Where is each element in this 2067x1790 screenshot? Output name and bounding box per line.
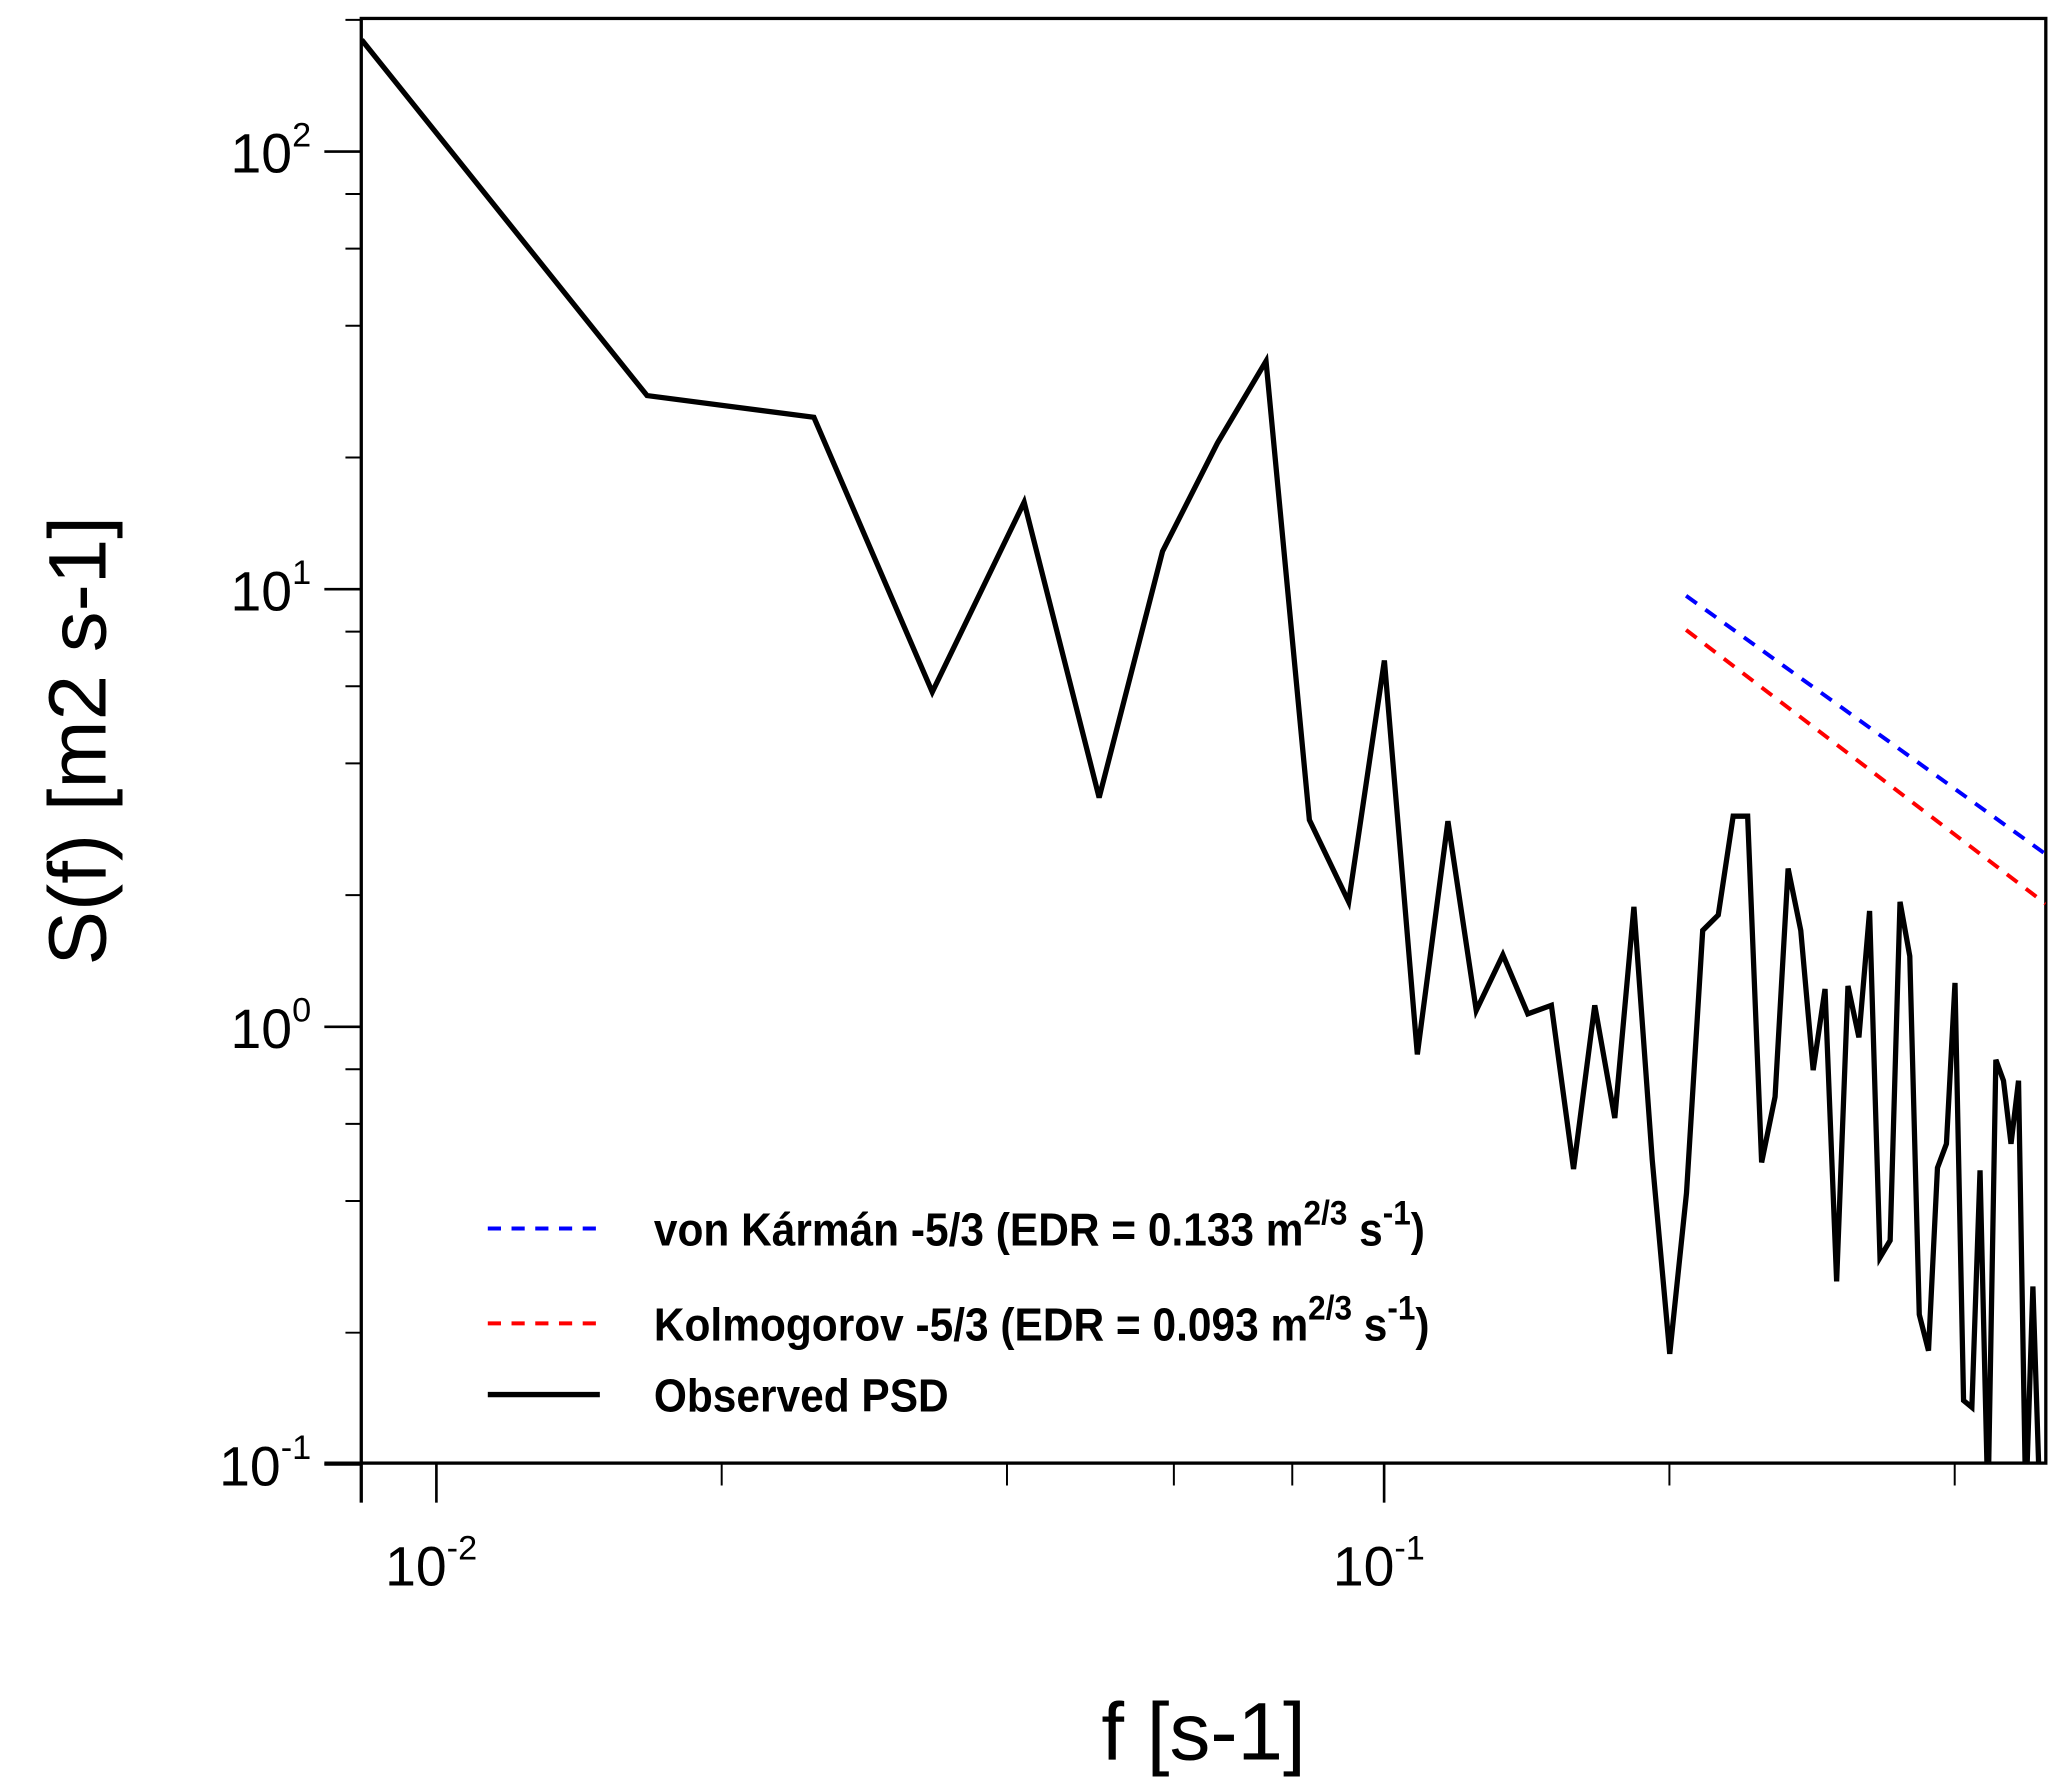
y-tick-base: 10 — [219, 1436, 281, 1498]
legend-text: ) — [1415, 1300, 1429, 1351]
legend-text: Observed PSD — [654, 1371, 949, 1422]
y-tick-base: 10 — [231, 560, 293, 622]
y-tick-exponent: 0 — [292, 992, 311, 1030]
series-line-2 — [1684, 628, 2046, 906]
series-line-0 — [361, 38, 2042, 1464]
plot-area — [361, 38, 2046, 1464]
x-tick-exponent: -1 — [1394, 1529, 1424, 1567]
legend-sup: 2/3 — [1308, 1288, 1352, 1327]
x-axis-label: f [s-1] — [1101, 1687, 1305, 1778]
y-tick-exponent: -1 — [281, 1429, 311, 1467]
legend-text: s — [1352, 1300, 1387, 1351]
legend-label-2: Observed PSD — [654, 1371, 949, 1422]
y-tick-exponent: 1 — [292, 554, 311, 592]
series-line-1 — [1684, 594, 2046, 856]
legend-text: s — [1347, 1205, 1382, 1256]
legend-sup: 2/3 — [1304, 1193, 1348, 1232]
y-tick-label: 102 — [231, 116, 312, 184]
y-tick-label: 100 — [231, 992, 312, 1060]
legend-label-0: von Kármán -5/3 (EDR = 0.133 m2/3 s-1) — [654, 1193, 1425, 1256]
legend-label-1: Kolmogorov -5/3 (EDR = 0.093 m2/3 s-1) — [654, 1288, 1430, 1351]
y-tick-label: 101 — [231, 554, 312, 622]
y-tick-label: 10-1 — [219, 1429, 311, 1497]
x-tick-exponent: -2 — [447, 1529, 477, 1567]
plot-frame — [359, 16, 2048, 1465]
legend-text: von Kármán -5/3 (EDR = 0.133 m — [654, 1205, 1304, 1256]
y-tick-exponent: 2 — [292, 116, 311, 154]
y-tick-base: 10 — [231, 123, 293, 185]
legend-sup: -1 — [1387, 1288, 1415, 1327]
legend-text: ) — [1411, 1205, 1425, 1256]
x-tick-base: 10 — [1333, 1536, 1395, 1598]
x-tick-base: 10 — [385, 1536, 447, 1598]
y-axis-label: S(f) [m2 s-1] — [33, 516, 124, 966]
legend-sup: -1 — [1383, 1193, 1411, 1232]
legend-text: Kolmogorov -5/3 (EDR = 0.093 m — [654, 1300, 1308, 1351]
x-tick-label: 10-2 — [385, 1529, 477, 1597]
y-tick-base: 10 — [231, 998, 293, 1060]
x-tick-label: 10-1 — [1333, 1529, 1425, 1597]
